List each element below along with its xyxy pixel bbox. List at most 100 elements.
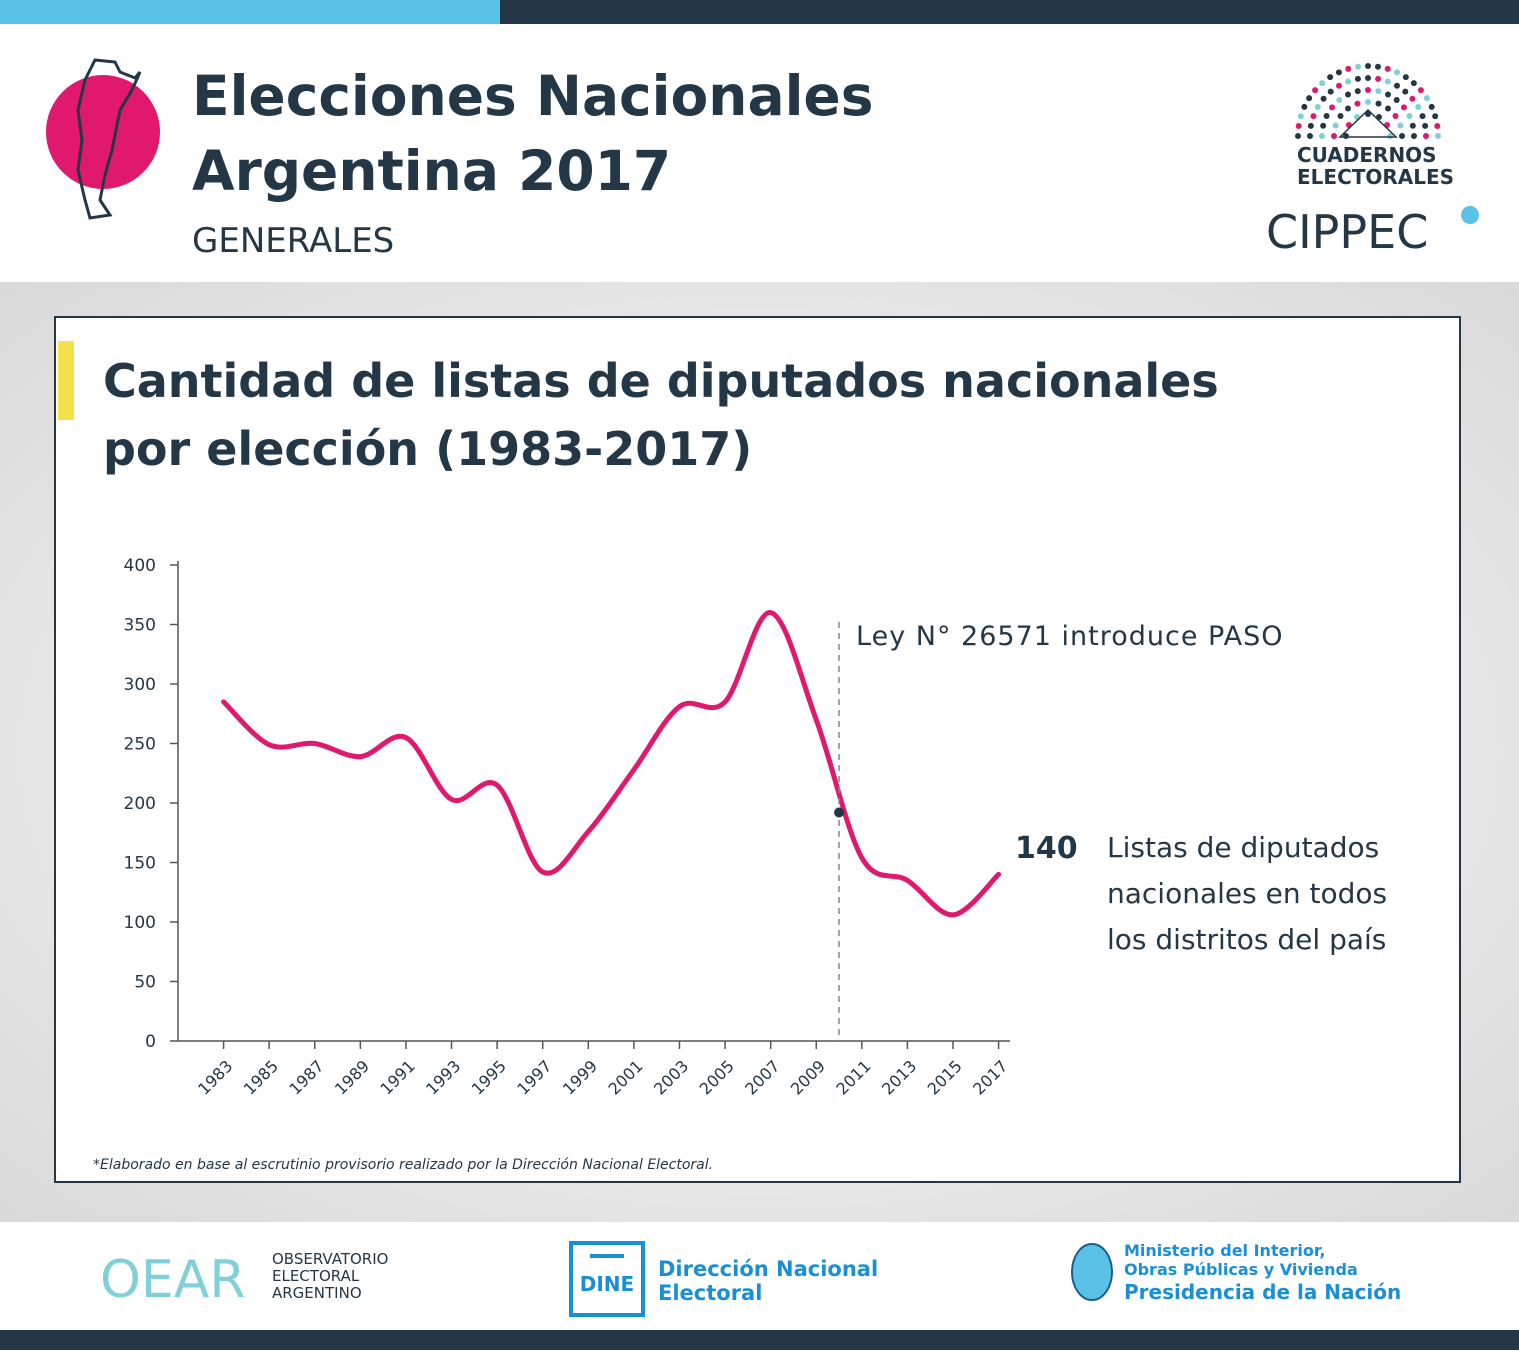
y-tick-label: 0 bbox=[145, 1032, 156, 1052]
logo-dot bbox=[1411, 133, 1417, 139]
ministry-text: Presidencia de la Nación bbox=[1124, 1280, 1401, 1304]
logo-dot bbox=[1320, 122, 1327, 129]
y-tick-label: 50 bbox=[134, 973, 156, 993]
logo-dot bbox=[1301, 103, 1308, 110]
logo-text: CUADERNOS bbox=[1297, 143, 1437, 167]
y-tick-label: 350 bbox=[124, 616, 156, 636]
logo-dot bbox=[1319, 80, 1326, 87]
logo-dot bbox=[1384, 91, 1391, 98]
logo-dot bbox=[1331, 133, 1337, 139]
logo-dot bbox=[1354, 88, 1361, 95]
header-subtitle: GENERALES bbox=[192, 221, 394, 261]
y-tick-label: 300 bbox=[124, 675, 156, 695]
annotation-text: Ley N° 26571 introduce PASO bbox=[856, 621, 1283, 652]
value-label: 140 bbox=[1015, 831, 1078, 866]
logo-dot bbox=[1415, 104, 1422, 110]
logo-dot bbox=[1375, 100, 1382, 107]
logo-org: CIPPEC bbox=[1266, 205, 1428, 259]
logo-dot bbox=[1332, 122, 1339, 129]
logo-dot bbox=[1419, 113, 1426, 120]
oear-text: ELECTORAL bbox=[272, 1267, 360, 1285]
oear-text: OBSERVATORIO bbox=[272, 1250, 388, 1268]
y-tick-label: 150 bbox=[124, 854, 156, 874]
logo-dot bbox=[1327, 74, 1334, 81]
logo-dot bbox=[1365, 99, 1371, 105]
logo-dot bbox=[1417, 87, 1424, 94]
chart-title: Cantidad de listas de diputados nacional… bbox=[103, 354, 1219, 408]
logo-dot bbox=[1410, 80, 1417, 87]
y-tick-label: 200 bbox=[124, 794, 156, 814]
callout-text: los distritos del país bbox=[1107, 923, 1386, 956]
ministry-text: Obras Públicas y Vivienda bbox=[1124, 1260, 1358, 1279]
dine-logo: DINE bbox=[580, 1272, 634, 1296]
logo-dot bbox=[1354, 75, 1361, 82]
logo-dot bbox=[1337, 113, 1344, 120]
logo-dot bbox=[1307, 122, 1314, 129]
chart-card bbox=[54, 316, 1461, 1183]
logo-dot bbox=[1402, 74, 1409, 81]
callout-text: nacionales en todos bbox=[1107, 877, 1387, 910]
logo-dot bbox=[1434, 123, 1441, 130]
logo-dot bbox=[1422, 122, 1429, 129]
logo-dot bbox=[1307, 133, 1313, 139]
dine-text: Electoral bbox=[658, 1281, 762, 1305]
logo-dot bbox=[1365, 75, 1371, 81]
logo-dot bbox=[1336, 82, 1342, 89]
logo-dot bbox=[1306, 95, 1313, 102]
dine-box bbox=[569, 1241, 645, 1317]
logo-dot bbox=[1295, 123, 1302, 130]
logo-dot bbox=[1314, 104, 1321, 110]
logo-dot bbox=[1375, 75, 1382, 82]
logo-dot bbox=[1394, 82, 1400, 89]
logo-dot bbox=[1319, 133, 1325, 139]
line-series bbox=[221, 610, 1002, 918]
logo-text: ELECTORALES bbox=[1297, 165, 1454, 189]
logo-dot bbox=[1335, 69, 1342, 76]
logo-dot bbox=[1402, 88, 1409, 95]
logo-circle bbox=[46, 75, 160, 189]
logo-dot bbox=[1392, 113, 1399, 120]
title-accent bbox=[58, 341, 74, 420]
logo-mark bbox=[1461, 206, 1479, 224]
coat-of-arms bbox=[1071, 1243, 1113, 1301]
map-outline bbox=[76, 58, 142, 220]
logo-dot bbox=[1423, 133, 1429, 139]
logo-dot bbox=[1295, 133, 1301, 139]
logo-dot bbox=[1365, 63, 1371, 69]
logo-dot bbox=[1297, 113, 1304, 120]
logo-dot bbox=[1384, 78, 1391, 85]
logo-dot bbox=[1406, 113, 1413, 120]
top-bar bbox=[500, 0, 1519, 24]
logo-dot bbox=[1409, 95, 1416, 102]
logo-dot bbox=[1345, 91, 1352, 98]
logo-dot bbox=[1354, 100, 1361, 107]
logo-dot bbox=[1336, 97, 1343, 104]
oear-logo: OEAR bbox=[100, 1250, 246, 1310]
logo-mark bbox=[1338, 108, 1398, 138]
oear-text: ARGENTINO bbox=[272, 1284, 362, 1302]
logo-dot bbox=[1329, 104, 1336, 111]
logo-dot bbox=[1432, 113, 1439, 120]
callout-text: Listas de diputados bbox=[1107, 831, 1379, 864]
logo-dot bbox=[1384, 105, 1391, 112]
logo-dot bbox=[1394, 69, 1401, 76]
logo-dot bbox=[1397, 122, 1404, 129]
logo-dot bbox=[1409, 122, 1416, 129]
logo-dot bbox=[1312, 87, 1319, 94]
logo-dot bbox=[1365, 111, 1371, 117]
bottom-bar bbox=[0, 1330, 1519, 1350]
header-title: Argentina 2017 bbox=[192, 139, 671, 203]
y-tick-label: 100 bbox=[124, 913, 156, 933]
logo-dot bbox=[1435, 133, 1441, 139]
logo-dot bbox=[1355, 63, 1362, 70]
logo-dot bbox=[1399, 133, 1405, 139]
chart-title: por elección (1983-2017) bbox=[103, 422, 752, 476]
logo-dot bbox=[1375, 88, 1382, 95]
logo-dot bbox=[1345, 105, 1352, 112]
logo-dot bbox=[1428, 103, 1435, 110]
logo-dot bbox=[1320, 95, 1327, 102]
logo-dot bbox=[1345, 65, 1352, 72]
logo-dot bbox=[1327, 88, 1334, 95]
dine-text: Dirección Nacional bbox=[658, 1257, 878, 1281]
